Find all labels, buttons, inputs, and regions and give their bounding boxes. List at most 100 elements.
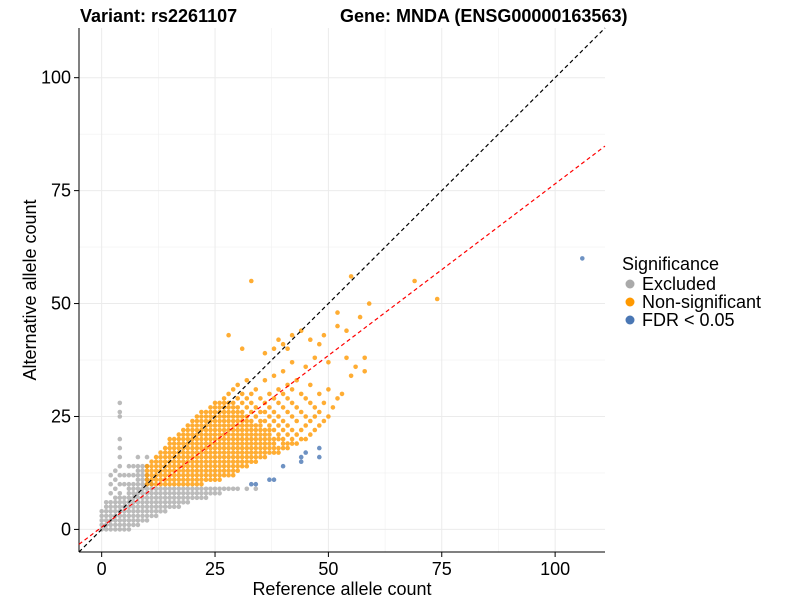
point-non-significant [185,472,191,478]
point-excluded [113,504,118,510]
point-non-significant [203,450,209,455]
point-non-significant [298,436,304,442]
y-tick-label: 75 [51,181,71,201]
point-non-significant [249,436,254,442]
point-non-significant [203,418,209,424]
fitted-reference-line [78,145,606,545]
point-excluded [185,495,191,501]
point-excluded [140,513,145,519]
point-non-significant [221,427,227,433]
point-non-significant [285,409,290,415]
point-non-significant [294,405,300,410]
point-non-significant [194,418,200,424]
point-non-significant [158,454,163,460]
point-non-significant [294,441,300,446]
point-excluded [144,518,150,523]
point-excluded [99,509,104,514]
point-non-significant [176,472,182,478]
point-non-significant [217,459,222,465]
point-excluded [153,513,159,519]
point-non-significant [249,454,254,460]
point-excluded [158,504,163,510]
point-excluded [203,491,209,496]
point-non-significant [230,405,236,410]
point-non-significant [199,445,204,451]
point-non-significant [276,445,281,451]
point-non-significant [226,454,231,460]
point-excluded [126,522,132,528]
point-excluded [194,495,200,501]
point-fdr-0-05 [271,477,277,483]
point-non-significant [199,459,204,465]
point-non-significant [185,427,191,433]
point-excluded [122,495,127,501]
y-tick-label: 100 [41,68,71,88]
point-non-significant [280,341,286,347]
point-non-significant [226,441,231,446]
point-excluded [230,486,236,492]
point-non-significant [226,418,231,424]
point-excluded [131,522,136,528]
point-non-significant [285,396,290,401]
point-non-significant [217,441,222,446]
point-non-significant [249,427,254,433]
point-excluded [99,518,104,523]
point-non-significant [262,378,268,383]
point-non-significant [303,436,309,442]
point-fdr-0-05 [249,481,254,487]
point-excluded [117,454,123,460]
point-non-significant [289,332,295,338]
point-excluded [190,491,195,496]
point-non-significant [339,391,345,397]
point-excluded [135,509,141,514]
point-non-significant [239,436,245,442]
point-non-significant [208,445,213,451]
point-non-significant [235,468,240,474]
point-non-significant [167,454,172,460]
point-non-significant [208,450,213,455]
point-excluded [122,522,127,528]
point-non-significant [185,454,191,460]
point-non-significant [171,463,177,469]
reference-lines [78,27,606,553]
point-excluded [167,495,172,501]
point-non-significant [158,477,163,483]
point-non-significant [176,468,182,474]
point-non-significant [194,454,200,460]
point-non-significant [153,481,159,487]
point-excluded [140,477,145,483]
point-excluded [171,491,177,496]
point-non-significant [221,441,227,446]
point-non-significant [203,468,209,474]
legend-key [625,297,635,307]
point-non-significant [171,441,177,446]
point-non-significant [181,477,186,483]
point-non-significant [267,405,272,410]
point-non-significant [221,400,227,406]
point-non-significant [162,468,168,474]
point-non-significant [258,436,263,442]
point-non-significant [312,405,318,410]
point-non-significant [271,373,277,379]
point-excluded [144,504,150,510]
point-non-significant [226,409,231,415]
point-non-significant [258,454,263,460]
point-non-significant [303,414,309,419]
point-non-significant [190,463,195,469]
point-non-significant [230,450,236,455]
point-non-significant [167,463,172,469]
point-non-significant [221,463,227,469]
point-non-significant [239,445,245,451]
point-non-significant [149,459,154,465]
point-excluded [108,527,113,532]
point-non-significant [308,418,313,424]
point-non-significant [158,463,163,469]
point-excluded [162,500,168,505]
x-tick-label: 100 [540,559,570,579]
point-non-significant [249,278,254,284]
point-non-significant [199,432,204,437]
point-excluded [103,504,109,510]
point-non-significant [203,463,209,469]
point-non-significant [167,436,172,442]
point-excluded [176,486,182,492]
